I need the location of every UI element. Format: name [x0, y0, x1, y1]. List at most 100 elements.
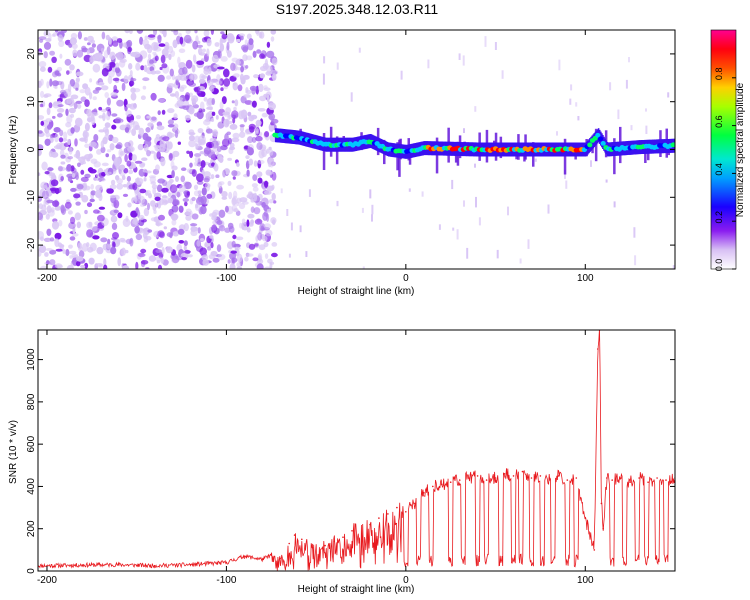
noise-blob [68, 147, 73, 155]
noise-blob [140, 248, 147, 254]
noise-blob [166, 232, 174, 238]
faint-streak [484, 36, 487, 47]
noise-blob [72, 49, 78, 57]
noise-blob [109, 143, 115, 151]
noise-blob [266, 185, 275, 192]
noise-blob [247, 213, 255, 219]
noise-blob [188, 135, 195, 142]
noise-blob [107, 75, 113, 85]
noise-blob [103, 258, 107, 267]
noise-blob [265, 169, 272, 176]
y-tick-label: 0 [26, 146, 37, 152]
faint-streak [630, 125, 633, 131]
noise-blob [84, 143, 90, 148]
snr-data-point [396, 506, 398, 509]
noise-blob [137, 252, 146, 258]
noise-blob [39, 103, 44, 108]
colorbar-label: Normalized spectral amplitude [735, 82, 746, 217]
noise-blob [198, 78, 206, 84]
noise-blob [161, 109, 166, 115]
noise-blob [88, 257, 95, 265]
faint-streak [452, 227, 455, 231]
noise-blob [112, 40, 119, 47]
noise-blob [148, 255, 156, 262]
noise-blob [140, 162, 146, 166]
noise-blob [170, 213, 179, 220]
faint-streak [565, 180, 568, 189]
noise-blob [45, 118, 52, 123]
faint-streak [308, 189, 311, 197]
noise-blob [230, 35, 235, 42]
noise-blob [69, 64, 75, 71]
noise-blob [203, 68, 210, 75]
noise-blob [126, 39, 133, 48]
noise-blob [248, 222, 254, 227]
snr-data-point [539, 475, 542, 477]
noise-blob [243, 94, 251, 98]
noise-blob [105, 111, 111, 121]
noise-blob [137, 192, 142, 198]
noise-blob [257, 177, 263, 184]
faint-streak [408, 188, 411, 192]
noise-blob [95, 87, 102, 91]
noise-blob [132, 88, 141, 93]
noise-blob [143, 207, 150, 217]
y-tick-label: 800 [26, 393, 37, 410]
noise-blob [68, 244, 73, 249]
snr-data-point [665, 479, 667, 481]
noise-blob [132, 51, 141, 58]
snr-data-point [414, 502, 416, 505]
noise-blob [128, 80, 135, 87]
noise-blob [144, 43, 151, 50]
noise-blob [271, 118, 279, 124]
noise-blob [231, 110, 239, 119]
noise-blob [249, 85, 257, 91]
ridge-peak [670, 142, 675, 148]
noise-blob [38, 212, 43, 221]
noise-blob [122, 184, 127, 188]
snr-data-point [311, 546, 314, 549]
noise-blob [145, 190, 149, 196]
noise-blob [186, 150, 191, 154]
noise-blob [111, 124, 117, 130]
noise-blob [189, 162, 193, 168]
noise-blob [76, 221, 82, 229]
noise-blob [93, 209, 100, 214]
noise-blob [211, 111, 216, 117]
noise-blob [248, 38, 254, 46]
y-tick-label: 600 [26, 435, 37, 452]
noise-blob [54, 30, 59, 33]
noise-blob [248, 126, 255, 133]
noise-blob [145, 127, 151, 133]
noise-blob [126, 103, 132, 108]
noise-blob [70, 165, 75, 172]
noise-blob [91, 116, 96, 126]
noise-blob [238, 202, 246, 210]
x-tick-label: -200 [37, 575, 57, 586]
noise-blob [191, 169, 197, 177]
noise-blob [84, 122, 90, 132]
noise-blob [227, 114, 231, 121]
noise-blob [49, 249, 57, 255]
noise-blob [236, 184, 245, 190]
noise-blob [266, 50, 275, 59]
noise-blob [139, 36, 144, 45]
noise-blob [184, 211, 192, 216]
noise-blob [87, 42, 91, 46]
noise-blob [50, 179, 59, 187]
noise-blob [149, 66, 155, 72]
snr-series-line [38, 330, 675, 571]
x-tick-label: -200 [37, 273, 57, 284]
noise-blob [193, 86, 201, 92]
noise-blob [57, 34, 64, 42]
y-tick-label: 20 [26, 48, 37, 60]
noise-blob [231, 257, 238, 263]
faint-streak [613, 201, 616, 208]
noise-blob [154, 70, 161, 75]
noise-blob [200, 195, 207, 205]
noise-blob [256, 263, 264, 269]
noise-blob [184, 114, 191, 121]
noise-blob [178, 32, 182, 37]
faint-streak [645, 108, 647, 112]
